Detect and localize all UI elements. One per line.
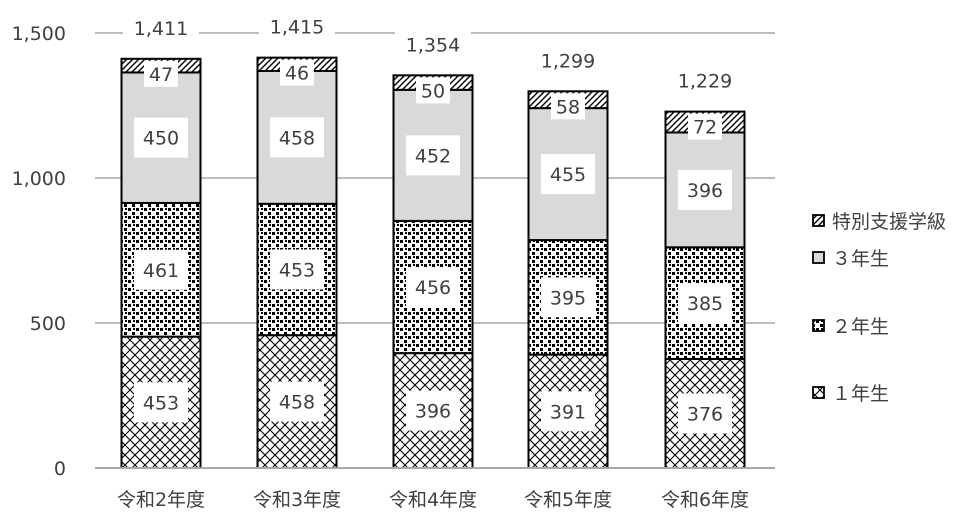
total-label: 1,229 (678, 71, 732, 93)
total-label: 1,411 (134, 18, 188, 40)
data-label: 395 (550, 287, 586, 309)
data-label: 47 (149, 64, 173, 86)
total-label-box (395, 31, 471, 60)
total-label-box (259, 13, 335, 42)
data-label: 50 (421, 80, 445, 102)
data-label-box (551, 93, 585, 120)
data-label-box (280, 59, 314, 86)
data-label-box (270, 117, 324, 158)
total-label-box (123, 14, 199, 43)
x-tick-label: 令和4年度 (389, 489, 477, 511)
legend-swatch (812, 251, 825, 264)
legend-swatch (812, 386, 825, 399)
data-label-box (678, 393, 732, 434)
data-label: 455 (550, 164, 586, 186)
data-label-box (270, 381, 324, 422)
data-label-box (678, 169, 732, 210)
legend-label: １年生 (832, 383, 889, 405)
data-label: 453 (279, 259, 315, 281)
data-label: 46 (285, 63, 309, 85)
y-tick-label: 500 (30, 313, 66, 335)
legend-label: ３年生 (832, 248, 889, 270)
data-label-box (541, 391, 595, 432)
data-label-box (134, 249, 188, 290)
data-label-box (678, 283, 732, 324)
data-label: 450 (143, 128, 179, 150)
total-label: 1,299 (541, 50, 595, 72)
total-label: 1,354 (406, 34, 460, 56)
data-label: 385 (687, 293, 723, 315)
data-label-box (688, 113, 722, 140)
legend-label: 特別支援学級 (832, 211, 946, 233)
y-tick-label: 0 (54, 458, 66, 480)
x-tick-label: 令和5年度 (524, 489, 612, 511)
data-labels: 453 461 450 47 1,411 458 453 458 46 1,415 396 456 45… (123, 13, 743, 434)
y-tick-label: 1,000 (12, 168, 66, 190)
data-label: 391 (550, 401, 586, 423)
total-label: 1,415 (270, 17, 324, 39)
data-label-box (406, 390, 460, 431)
data-label: 461 (143, 260, 179, 282)
data-label-box (406, 135, 460, 176)
total-label-box (530, 47, 606, 76)
data-label: 456 (415, 277, 451, 299)
data-label-box (270, 249, 324, 290)
axes: 0 500 1,000 1,500 令和2年度 令和3年度 令和4年度 令和5年度 令和6年度 (12, 23, 775, 511)
x-tick-label: 令和6年度 (661, 489, 749, 511)
data-label-box (541, 277, 595, 318)
data-label: 452 (415, 145, 451, 167)
data-label-box (406, 267, 460, 308)
x-tick-label: 令和2年度 (117, 489, 205, 511)
legend-label: ２年生 (832, 316, 889, 338)
data-label-box (134, 382, 188, 423)
data-label-box (134, 117, 188, 158)
x-tick-label: 令和3年度 (253, 489, 341, 511)
legend-swatch (812, 214, 825, 227)
data-label: 453 (143, 392, 179, 414)
data-label: 396 (687, 180, 723, 202)
total-label-box (667, 67, 743, 96)
data-label-box (144, 60, 178, 87)
y-tick-label: 1,500 (12, 23, 66, 45)
data-label: 58 (556, 96, 580, 118)
data-label: 376 (687, 403, 723, 425)
legend-swatch (812, 319, 825, 332)
data-label-box (416, 77, 450, 104)
data-label: 458 (279, 127, 315, 149)
data-label: 396 (415, 401, 451, 423)
data-label: 458 (279, 392, 315, 414)
data-label-box (541, 154, 595, 195)
data-label: 72 (693, 117, 717, 139)
legend: 特別支援学級 ３年生 ２年生 １年生 (812, 211, 946, 405)
